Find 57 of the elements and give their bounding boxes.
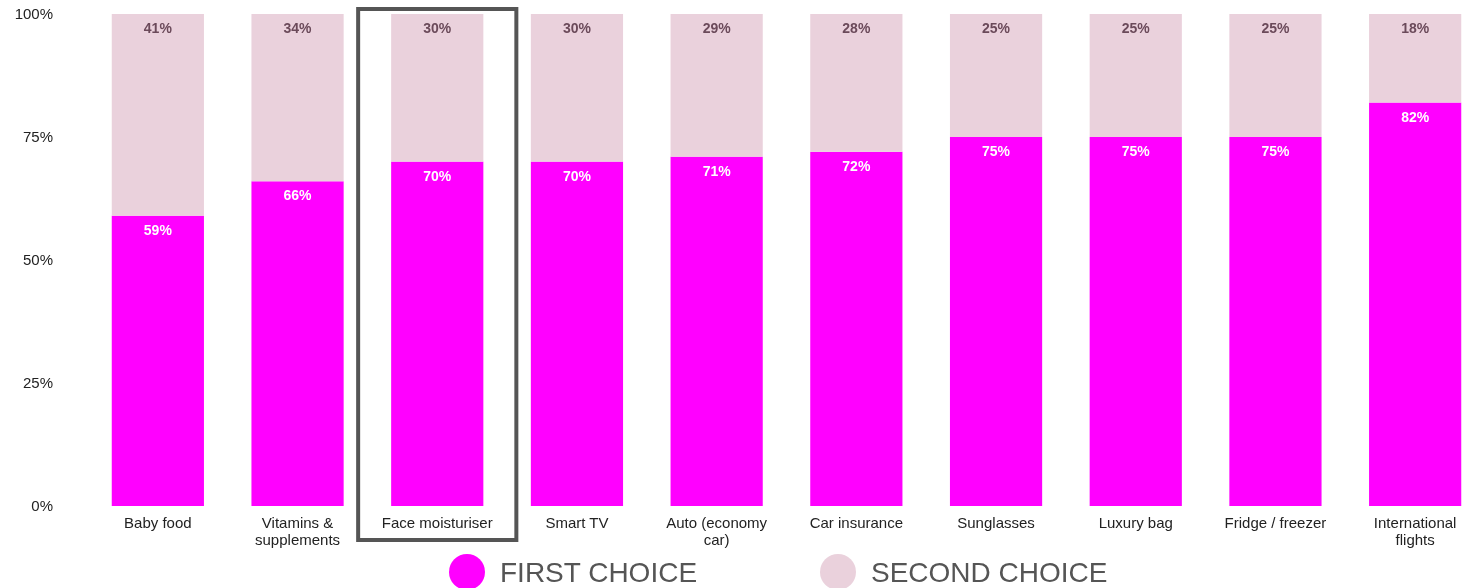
data-label: 71% xyxy=(702,162,732,179)
data-label: 70% xyxy=(562,167,592,184)
bar xyxy=(1369,14,1462,103)
data-label: 75% xyxy=(982,143,1011,159)
bar xyxy=(391,161,484,506)
bar xyxy=(111,14,204,216)
data-label: 75% xyxy=(1261,143,1291,159)
bar xyxy=(810,14,903,152)
x-tick-label: Car insurance xyxy=(809,514,904,531)
data-label: 29% xyxy=(702,20,732,36)
bar xyxy=(251,181,344,506)
bar xyxy=(810,151,903,506)
x-tick-label: Fridge / freezer xyxy=(1224,514,1327,531)
y-tick-label: 100% xyxy=(14,5,53,23)
y-tick-label: 50% xyxy=(22,251,53,269)
bar xyxy=(1089,137,1182,506)
data-label: 70% xyxy=(423,167,452,184)
data-label: 59% xyxy=(143,221,173,238)
y-tick-label: 25% xyxy=(22,374,53,392)
bar xyxy=(1369,102,1462,506)
data-label: 82% xyxy=(1401,108,1430,125)
bar xyxy=(1229,14,1322,137)
data-label: 25% xyxy=(982,20,1011,36)
x-tick-label: Smart TV xyxy=(545,514,609,531)
x-tick-label: Auto (economy car) xyxy=(666,514,768,548)
y-tick-label: 75% xyxy=(22,128,53,146)
data-label: 25% xyxy=(1261,20,1291,36)
x-tick-label: International flights xyxy=(1373,514,1457,548)
bar xyxy=(1089,14,1182,137)
bar xyxy=(670,14,763,157)
y-tick-label: 0% xyxy=(31,497,53,515)
x-tick-label: Sunglasses xyxy=(957,514,1035,531)
legend-label: FIRST CHOICE xyxy=(500,557,698,588)
x-tick-label: Vitamins & supplements xyxy=(255,514,341,548)
data-label: 75% xyxy=(1121,143,1151,159)
bar xyxy=(111,215,204,506)
data-label: 28% xyxy=(842,20,871,36)
data-label: 30% xyxy=(423,20,452,36)
data-label: 66% xyxy=(283,187,313,204)
data-label: 30% xyxy=(562,20,592,36)
bar xyxy=(391,14,484,162)
bar xyxy=(530,14,624,162)
data-label: 18% xyxy=(1401,20,1430,36)
x-tick-label: Face moisturiser xyxy=(381,514,493,531)
bar xyxy=(1229,137,1322,506)
bar xyxy=(251,14,344,182)
data-label: 34% xyxy=(283,20,313,36)
bar xyxy=(949,14,1043,137)
x-tick-label: Luxury bag xyxy=(1098,514,1173,531)
x-tick-label: Baby food xyxy=(124,514,192,531)
legend-label: SECOND CHOICE xyxy=(871,557,1108,588)
data-label: 41% xyxy=(143,20,173,36)
bar xyxy=(949,137,1043,506)
data-label: 25% xyxy=(1121,20,1151,36)
data-label: 72% xyxy=(842,157,871,174)
bar xyxy=(530,161,624,506)
bar xyxy=(670,156,763,506)
